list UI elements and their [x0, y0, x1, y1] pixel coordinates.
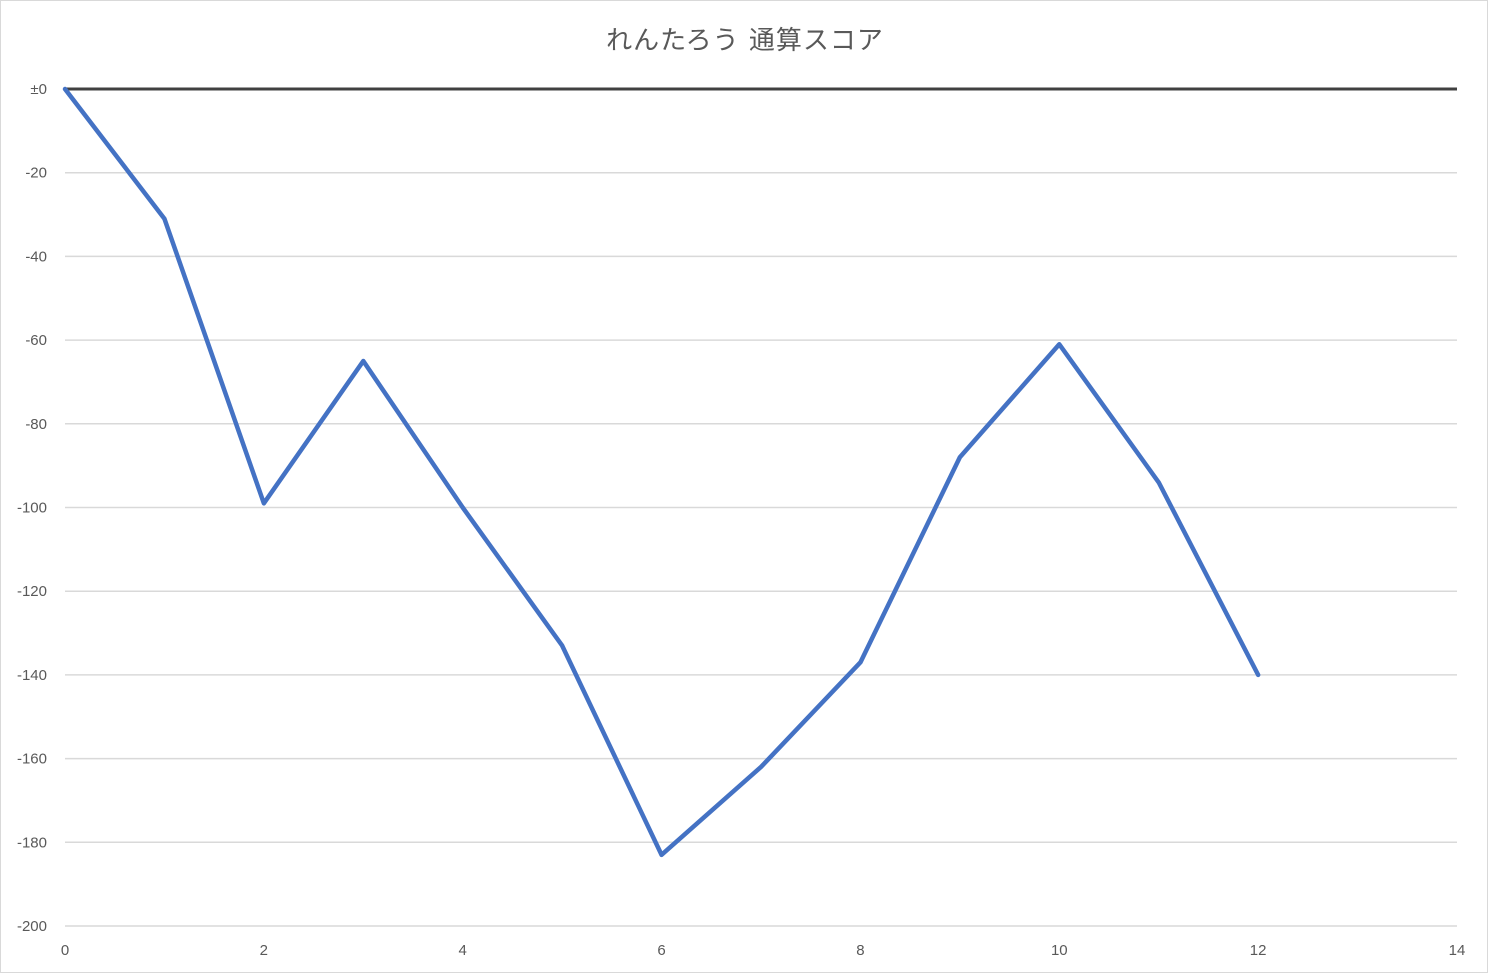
y-tick-label: -120	[17, 583, 47, 600]
x-tick-label: 2	[260, 942, 268, 959]
y-tick-label: -20	[25, 165, 47, 182]
y-tick-label: -80	[25, 416, 47, 433]
axis-layer: ±0 -20 -40 -60 -80 -100 -120 -140 -160 -180 -200 0 2…	[17, 81, 1465, 959]
y-tick-label: -140	[17, 667, 47, 684]
x-tick-label: 6	[657, 942, 665, 959]
y-tick-label: -60	[25, 332, 47, 349]
y-tick-label: -200	[17, 918, 47, 935]
y-tick-label: -40	[25, 248, 47, 265]
y-tick-label: -100	[17, 500, 47, 517]
y-tick-label: ±0	[30, 81, 47, 98]
series-layer	[62, 86, 1261, 858]
x-tick-label: 0	[61, 942, 69, 959]
y-tick-label: -180	[17, 834, 47, 851]
grid-layer	[65, 87, 1457, 927]
series-line	[62, 86, 1261, 858]
x-tick-label: 14	[1449, 942, 1466, 959]
x-tick-label: 8	[856, 942, 864, 959]
x-tick-label: 12	[1250, 942, 1267, 959]
chart-title: れんたろう 通算スコア	[606, 26, 884, 56]
y-tick-label: -160	[17, 751, 47, 768]
x-tick-label: 10	[1051, 942, 1068, 959]
x-tick-label: 4	[459, 942, 467, 959]
